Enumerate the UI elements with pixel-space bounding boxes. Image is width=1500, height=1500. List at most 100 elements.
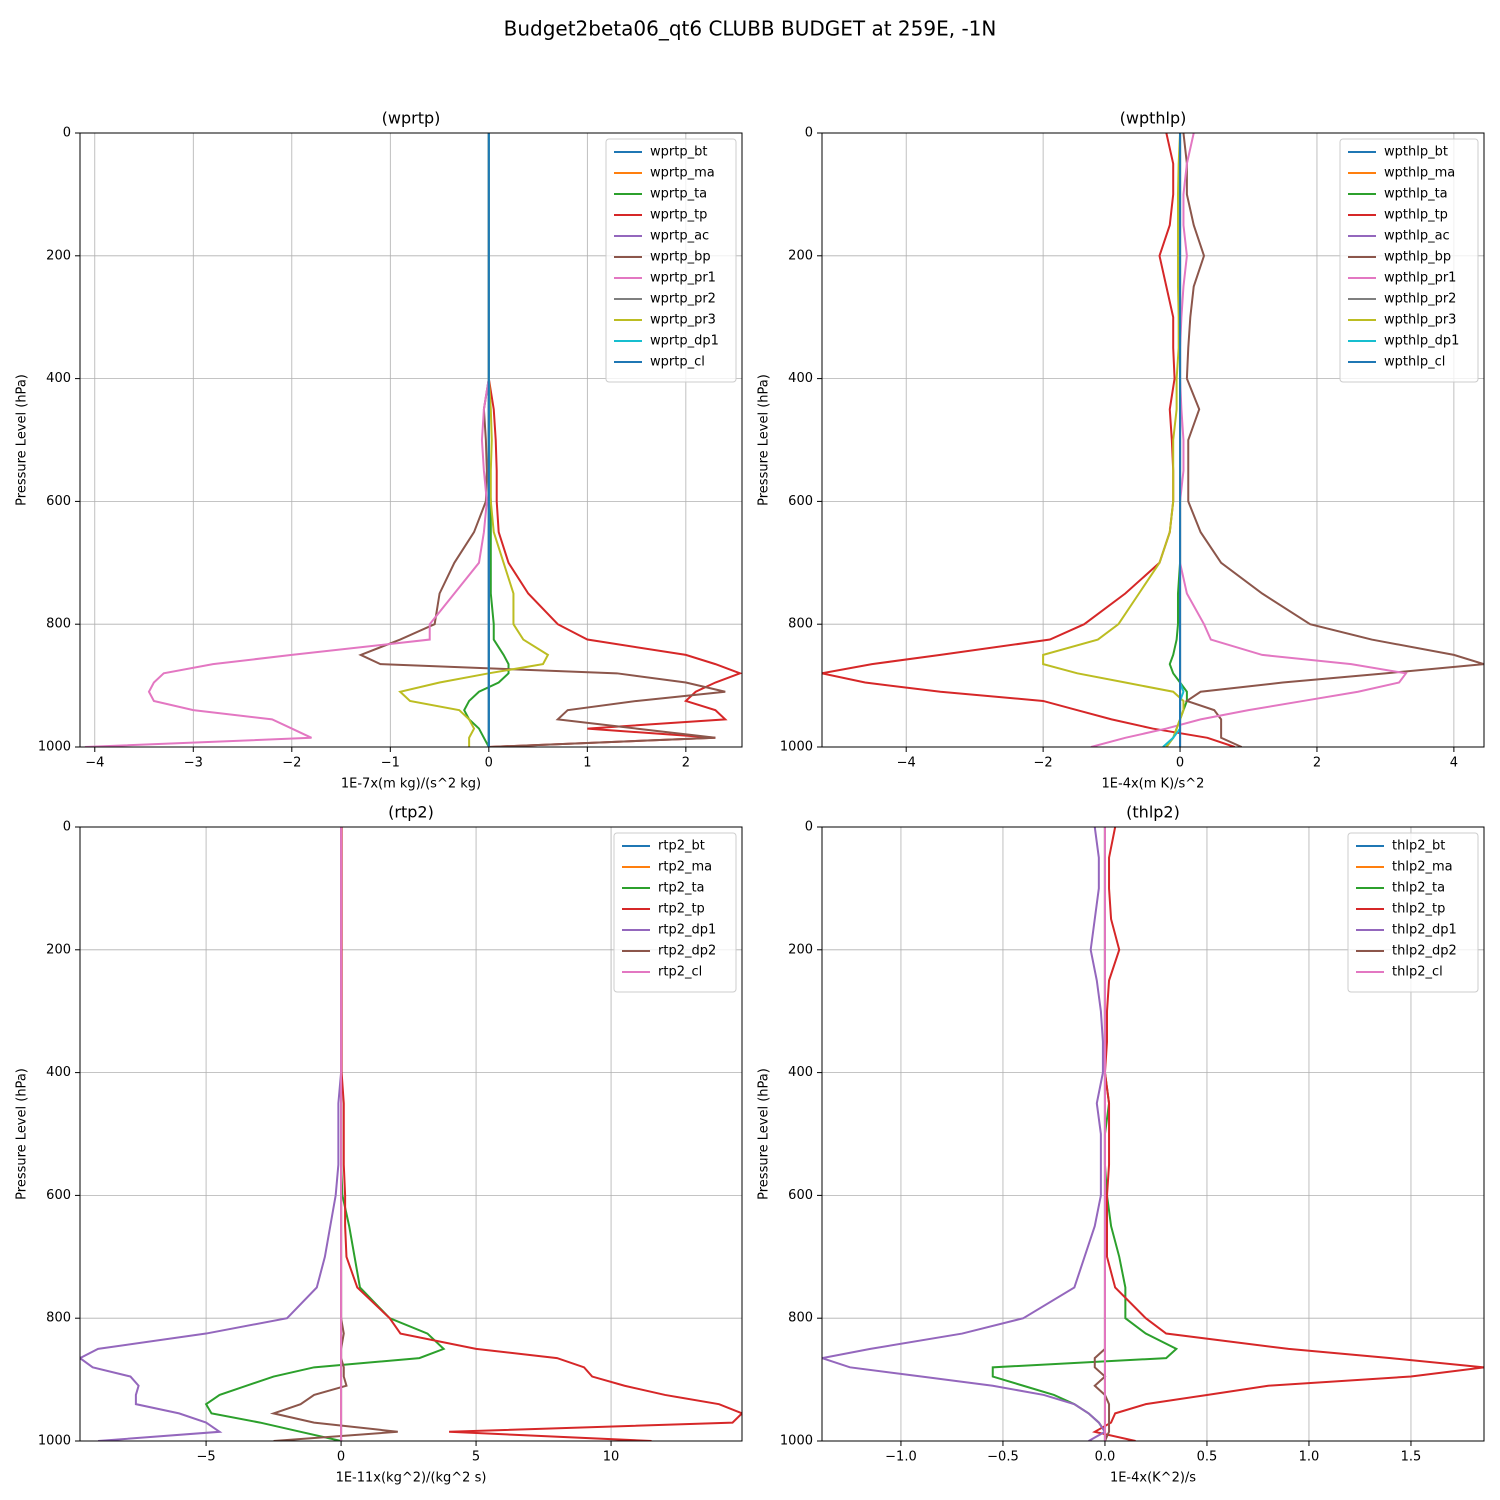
- legend-label: wprtp_bp: [650, 250, 711, 265]
- legend-label: rtp2_ta: [658, 881, 705, 896]
- plot-area: [822, 133, 1484, 747]
- y-tick-label: 800: [46, 1311, 71, 1326]
- legend-box: [605, 138, 737, 383]
- y-tick-label: 0: [805, 126, 813, 141]
- legend-label: wpthlp_pr3: [1384, 313, 1456, 328]
- subplot-title: (wprtp): [382, 109, 441, 128]
- y-tick-label: 600: [46, 1188, 71, 1203]
- y-tick-label: 200: [46, 248, 71, 263]
- legend-label: wpthlp_pr1: [1384, 271, 1456, 286]
- legend-box: [1347, 832, 1479, 993]
- legend-label: wprtp_ta: [650, 187, 707, 202]
- legend: rtp2_bt rtp2_ma rtp2_ta rtp2_tp rtp2_dp1 rtp2…: [613, 832, 737, 993]
- legend-label: thlp2_tp: [1392, 902, 1445, 917]
- y-tick-label: 1000: [780, 740, 813, 755]
- legend-label: wpthlp_pr2: [1384, 292, 1456, 307]
- x-tick-label: 0.0: [1095, 1450, 1116, 1465]
- y-tick-label: 400: [46, 1065, 71, 1080]
- legend-label: wpthlp_bp: [1384, 250, 1451, 265]
- legend-label: thlp2_ta: [1392, 881, 1445, 896]
- legend-label: wpthlp_ta: [1384, 187, 1448, 202]
- x-tick-label: −2: [282, 756, 301, 771]
- y-tick-label: 1000: [38, 740, 71, 755]
- plot-area: [80, 827, 742, 1441]
- x-tick-label: 1.5: [1401, 1450, 1422, 1465]
- legend-label: wprtp_bt: [650, 145, 707, 160]
- x-tick-label: 10: [603, 1450, 620, 1465]
- y-tick-label: 400: [788, 371, 813, 386]
- x-tick-label: 4: [1450, 756, 1458, 771]
- subplot: −4 −3 −2 −1 0 1 2 0 200 400 600 800 1000 (wprtp) 1E-7x…: [15, 109, 743, 792]
- y-tick-label: 0: [63, 820, 71, 835]
- legend-label: wprtp_tp: [650, 208, 707, 223]
- legend-label: wpthlp_cl: [1384, 355, 1445, 370]
- legend-label: wprtp_dp1: [650, 334, 719, 349]
- y-tick-label: 0: [63, 126, 71, 141]
- y-tick-label: 600: [788, 1188, 813, 1203]
- y-tick-label: 600: [46, 494, 71, 509]
- legend-label: wpthlp_ac: [1384, 229, 1450, 244]
- subplot: −1.0 −0.5 0.0 0.5 1.0 1.5 0 200 400 600 800 1000 (th…: [757, 803, 1485, 1486]
- legend-label: rtp2_dp1: [658, 923, 716, 938]
- plot-area: [84, 133, 742, 747]
- axes-frame: [79, 826, 743, 1442]
- x-tick-label: −2: [1034, 756, 1053, 771]
- legend-label: rtp2_cl: [658, 965, 702, 980]
- y-tick-label: 1000: [38, 1434, 71, 1449]
- x-tick-label: 5: [472, 1450, 480, 1465]
- x-tick-label: −0.5: [987, 1450, 1019, 1465]
- legend-label: wpthlp_tp: [1384, 208, 1448, 223]
- x-tick-label: −4: [897, 756, 916, 771]
- x-tick-label: −5: [196, 1450, 215, 1465]
- legend-label: rtp2_ma: [658, 860, 712, 875]
- legend-box: [1339, 138, 1479, 383]
- x-tick-label: −1.0: [885, 1450, 917, 1465]
- x-tick-label: 0.5: [1197, 1450, 1218, 1465]
- x-axis-label: 1E-4x(m K)/s^2: [1102, 777, 1205, 792]
- series-line: [1042, 133, 1185, 747]
- x-tick-label: −1: [381, 756, 400, 771]
- axes-frame: [821, 826, 1485, 1442]
- legend-label: wprtp_pr3: [650, 313, 716, 328]
- subplot: −5 0 5 10 0 200 400 600 800 1000 (rtp2) 1E-11x(kg^2…: [15, 803, 743, 1486]
- subplot-title: (rtp2): [388, 803, 434, 822]
- legend-label: wpthlp_ma: [1384, 166, 1455, 181]
- legend-label: wprtp_cl: [650, 355, 705, 370]
- x-tick-label: 1.0: [1299, 1450, 1320, 1465]
- x-tick-label: 2: [682, 756, 690, 771]
- y-tick-label: 200: [788, 248, 813, 263]
- axes-frame: [821, 132, 1485, 748]
- axes-frame: [79, 132, 743, 748]
- legend-label: wprtp_pr1: [650, 271, 716, 286]
- legend-label: thlp2_cl: [1392, 965, 1443, 980]
- y-axis-label: Pressure Level (hPa): [15, 374, 30, 506]
- figure-title: Budget2beta06_qt6 CLUBB BUDGET at 259E, …: [504, 17, 997, 41]
- x-tick-label: 0: [485, 756, 493, 771]
- y-tick-label: 800: [788, 1311, 813, 1326]
- y-axis-label: Pressure Level (hPa): [15, 1068, 30, 1200]
- subplot: −4 −2 0 2 4 0 200 400 600 800 1000 (wpthlp) 1E-4x(m …: [757, 109, 1485, 792]
- x-tick-label: 1: [583, 756, 591, 771]
- y-tick-label: 1000: [780, 1434, 813, 1449]
- x-tick-label: −4: [85, 756, 104, 771]
- series-line: [822, 827, 1107, 1441]
- series-line: [1092, 827, 1484, 1441]
- legend-label: wprtp_ma: [650, 166, 715, 181]
- y-tick-label: 400: [46, 371, 71, 386]
- y-tick-label: 200: [788, 942, 813, 957]
- legend-label: wprtp_pr2: [650, 292, 716, 307]
- plot-area: [822, 827, 1484, 1441]
- y-tick-label: 800: [46, 617, 71, 632]
- y-tick-label: 200: [46, 942, 71, 957]
- legend-label: rtp2_dp2: [658, 944, 716, 959]
- x-axis-label: 1E-11x(kg^2)/(kg^2 s): [336, 1471, 487, 1486]
- y-tick-label: 600: [788, 494, 813, 509]
- x-tick-label: 2: [1313, 756, 1321, 771]
- subplot-title: (thlp2): [1126, 803, 1180, 822]
- legend-label: wpthlp_dp1: [1384, 334, 1459, 349]
- legend-label: wprtp_ac: [650, 229, 709, 244]
- x-tick-label: 0: [1176, 756, 1184, 771]
- legend-label: thlp2_dp2: [1392, 944, 1457, 959]
